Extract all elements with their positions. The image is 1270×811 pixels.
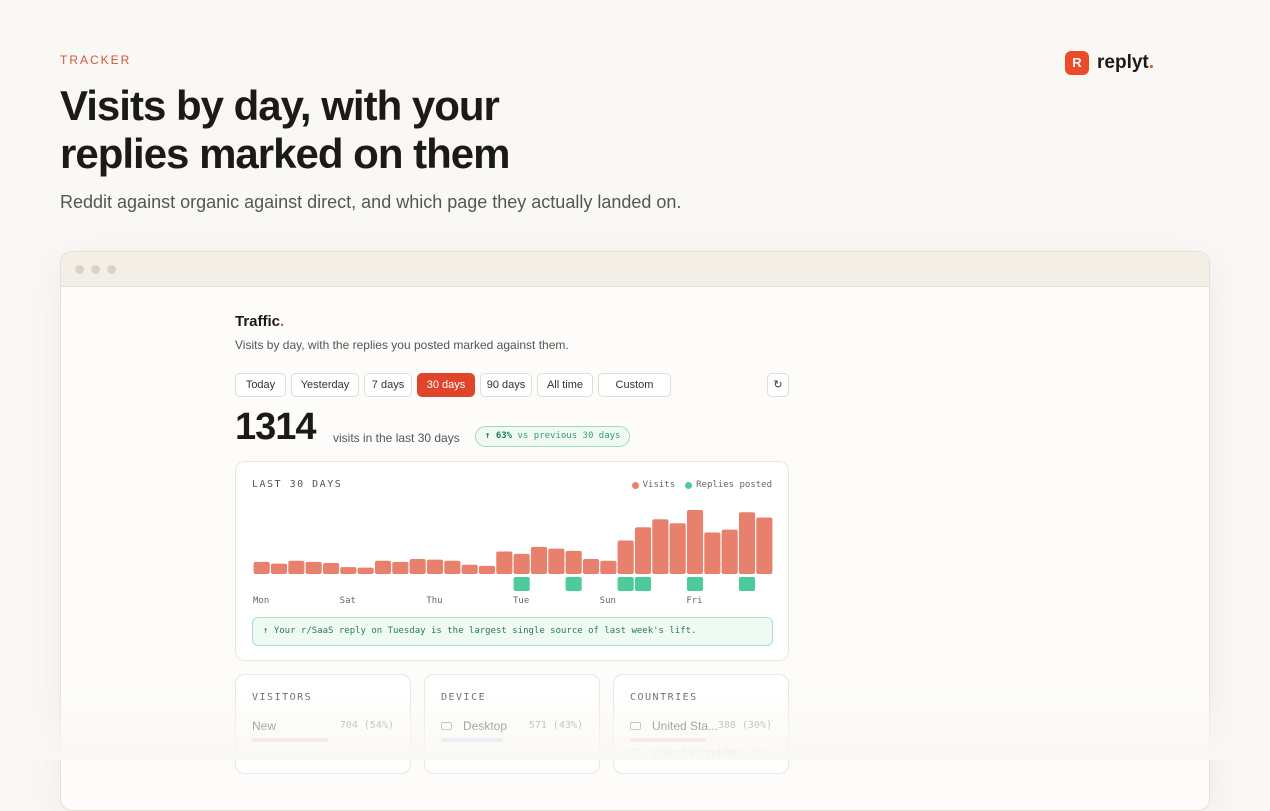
bar	[582, 559, 600, 574]
bar	[669, 523, 686, 574]
bar	[686, 510, 704, 574]
range-button[interactable]: Today	[235, 373, 286, 397]
headline-line: replies marked on them	[60, 130, 510, 177]
headline-line: Visits by day, with your	[60, 82, 500, 129]
bar	[340, 567, 357, 574]
x-tick-label: Thu	[426, 596, 442, 606]
range-button[interactable]: Yesterday	[291, 373, 359, 397]
bar	[530, 546, 548, 574]
bar	[270, 563, 288, 574]
bar	[305, 561, 322, 574]
bar	[478, 565, 496, 574]
legend-swatch	[631, 481, 639, 489]
x-tick-label: Sat	[340, 596, 356, 606]
bar	[548, 548, 565, 574]
legend-item: Visits	[631, 480, 676, 490]
subtitle: Reddit against organic against direct, a…	[60, 192, 682, 212]
app-title-text: Traffic	[235, 313, 281, 330]
chart-card: LAST 30 DAYS Visits Replies posted Mon Sat…	[235, 461, 789, 661]
app-subtitle: Visits by day, with the replies you post…	[235, 338, 569, 352]
title-bar	[61, 252, 1209, 287]
bar	[652, 519, 669, 574]
bar	[392, 561, 409, 574]
logo-icon: R	[1065, 51, 1089, 75]
x-tick-label: Sun	[600, 596, 616, 606]
bar	[461, 564, 478, 574]
change-label: vs previous 30 days	[517, 431, 621, 441]
logo-name: replyt	[1097, 52, 1149, 73]
bar	[426, 559, 444, 574]
bar	[253, 561, 270, 574]
reply-marker	[686, 577, 704, 591]
x-tick-label: Tue	[513, 596, 529, 606]
headline: Visits by day, with your replies marked …	[60, 82, 510, 178]
bar	[704, 532, 721, 574]
range-button[interactable]: 30 days	[417, 373, 475, 397]
range-button[interactable]: 7 days	[364, 373, 412, 397]
chart: Mon Sat Thu Tue Sun Fri	[253, 510, 773, 606]
bar	[322, 563, 340, 574]
bar	[513, 553, 530, 574]
page: TRACKER Visits by day, with your replies…	[0, 51, 1270, 811]
app-title: Traffic.	[235, 313, 285, 330]
change-badge: ↑ 63% vs previous 30 days	[475, 426, 631, 447]
bar	[444, 560, 461, 574]
reply-marker	[617, 577, 634, 591]
bar	[738, 512, 756, 574]
legend-item: Replies posted	[685, 480, 772, 490]
change: ↑ 63%	[485, 431, 513, 441]
reply-marker	[565, 577, 582, 591]
bar	[617, 540, 634, 574]
reply-marker	[513, 577, 530, 591]
reply-marker	[738, 577, 756, 591]
chart-title: LAST 30 DAYS	[252, 479, 343, 490]
bar	[357, 567, 374, 574]
legend-label: Replies posted	[696, 480, 772, 490]
insight: ↑ Your r/SaaS reply on Tuesday is the la…	[252, 617, 773, 646]
bar	[721, 529, 738, 574]
bar	[634, 527, 652, 574]
stat-label: visits in the last 30 days	[333, 431, 460, 445]
eyebrow: TRACKER	[60, 53, 132, 67]
bar	[409, 559, 426, 574]
fade	[0, 690, 1270, 760]
range-button[interactable]: 90 days	[480, 373, 532, 397]
range-button[interactable]: All time	[537, 373, 593, 397]
stat: 1314	[235, 406, 317, 448]
bar	[565, 550, 582, 574]
legend: Visits Replies posted	[631, 480, 772, 490]
bar	[288, 560, 305, 574]
bar	[374, 560, 392, 574]
legend-swatch	[685, 481, 693, 489]
refresh-button[interactable]: ↻	[767, 373, 789, 397]
reply-marker	[634, 577, 652, 591]
logo: replyt.	[1097, 52, 1155, 73]
legend-label: Visits	[642, 480, 676, 490]
bar	[756, 517, 773, 574]
x-tick-label: Fri	[686, 596, 702, 606]
range-button[interactable]: Custom	[598, 373, 671, 397]
bar	[496, 551, 513, 574]
x-tick-label: Mon	[253, 596, 269, 606]
bar	[600, 560, 617, 574]
